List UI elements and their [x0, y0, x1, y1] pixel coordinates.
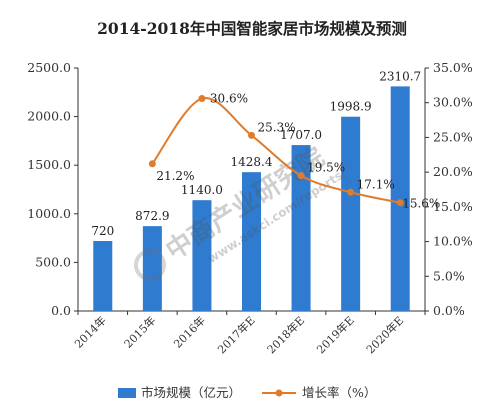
bar-value-label: 720 [91, 224, 114, 238]
bar [93, 241, 113, 311]
y-right-tick-label: 30.0% [433, 95, 473, 110]
growth-point [248, 131, 255, 139]
growth-point [198, 95, 206, 103]
bar-value-label: 1998.9 [330, 100, 372, 114]
bar [142, 226, 162, 311]
growth-value-label: 25.3% [258, 120, 296, 134]
y-left-tick-label: 2500.0 [27, 60, 71, 75]
bar-value-label: 1707.0 [280, 128, 322, 142]
growth-value-label: 15.6% [402, 197, 440, 211]
legend: 市场规模（亿元） 增长率（%） [118, 385, 376, 400]
legend-bar-label: 市场规模（亿元） [141, 385, 241, 400]
x-tick-label: 2017年E [214, 313, 257, 356]
y-left-tick-label: 2000.0 [27, 109, 71, 124]
chart-title: 2014-2018年中国智能家居市场规模及预测 [97, 19, 407, 38]
bar [390, 86, 410, 311]
growth-point [396, 199, 404, 207]
bar-value-label: 2310.7 [379, 69, 421, 83]
data-labels: 720 872.9 1140.0 1428.4 1707.0 1998.9 2310.7 21… [91, 69, 440, 238]
x-tick-label: 2020年E [363, 313, 406, 356]
y-left-tick-label: 1500.0 [27, 157, 71, 172]
y-right-tick-label: 25.0% [433, 129, 473, 144]
y-right-tick-label: 15.0% [433, 199, 473, 214]
y-right-tick-label: 5.0% [433, 268, 465, 283]
x-tick-label: 2016年 [171, 313, 208, 350]
growth-point [148, 160, 156, 168]
legend-line-label: 增长率（%） [302, 385, 376, 400]
y-right-tick-label: 35.0% [433, 60, 473, 75]
growth-value-label: 19.5% [307, 161, 345, 175]
growth-value-label: 30.6% [210, 92, 248, 106]
x-tick-label: 2015年 [121, 313, 158, 350]
legend-bar-swatch [118, 388, 136, 398]
growth-value-label: 21.2% [156, 169, 194, 183]
bar [341, 116, 361, 312]
growth-value-label: 17.1% [357, 177, 395, 191]
y-right-tick-label: 10.0% [433, 234, 473, 249]
y-left-tick-label: 500.0 [35, 254, 71, 269]
bars [93, 86, 410, 312]
growth-point [347, 188, 355, 196]
y-left-tick-label: 0.0 [51, 303, 71, 318]
x-tick-label: 2018年E [264, 313, 307, 356]
growth-line [148, 95, 404, 207]
watermark-logo-icon [134, 249, 166, 281]
x-tick-label: 2014年 [71, 313, 108, 350]
bar [242, 172, 261, 311]
bar-value-label: 1140.0 [181, 183, 223, 197]
bar [291, 145, 311, 311]
y-right-tick-label: 20.0% [433, 164, 473, 179]
y-left-tick-label: 1000.0 [27, 206, 71, 221]
bar-value-label: 1428.4 [231, 155, 273, 169]
growth-point [297, 172, 305, 180]
x-tick-label: 2019年E [314, 313, 357, 356]
y-right-tick-label: 0.0% [433, 303, 465, 318]
bar [192, 200, 212, 311]
bar-value-label: 872.9 [135, 209, 169, 223]
legend-line-marker [275, 389, 283, 397]
